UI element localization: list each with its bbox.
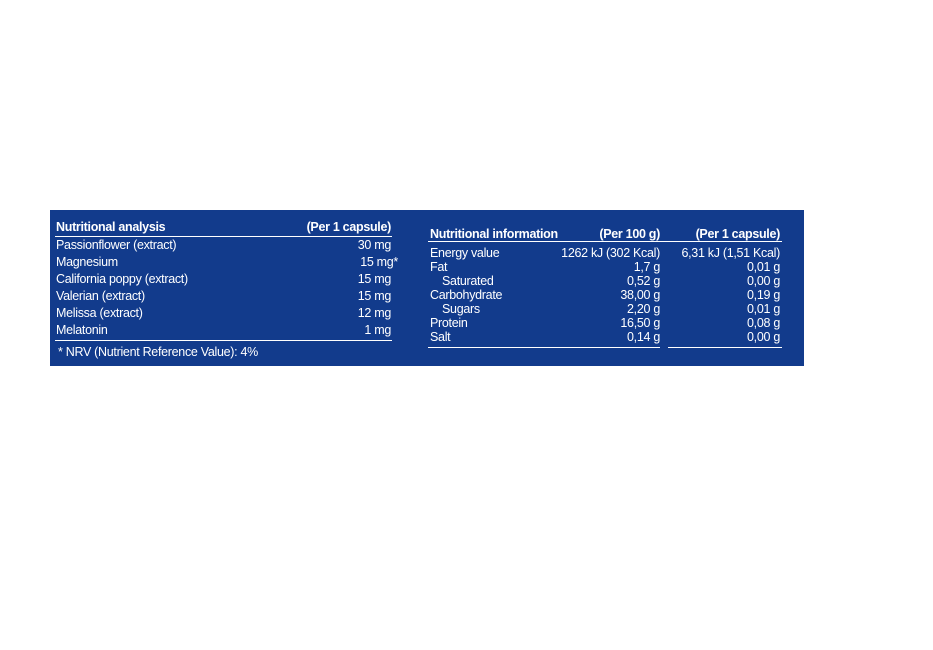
row-label: Melissa (extract)	[56, 306, 143, 320]
row-value: 30 mg	[357, 238, 392, 252]
row-value: 1 mg	[364, 323, 391, 337]
row-label: Magnesium	[56, 255, 118, 269]
row-label: Passionflower (extract)	[56, 238, 177, 252]
row-value: 16,50 g	[620, 316, 660, 330]
row-label: Melatonin	[56, 323, 108, 337]
row-value: 12 mg	[357, 306, 392, 320]
row-value: 0,19 g	[747, 288, 780, 302]
row-label: Fat	[430, 260, 448, 274]
row-value: 6,31 kJ (1,51 Kcal)	[681, 246, 780, 260]
row-label: Saturated	[442, 274, 494, 288]
rule	[55, 236, 392, 237]
row-label: Energy value	[430, 246, 500, 260]
rule	[668, 347, 782, 348]
row-value: 15 mg*	[360, 255, 398, 269]
rule	[55, 340, 392, 341]
row-value: 0,52 g	[627, 274, 660, 288]
row-label: Salt	[430, 330, 451, 344]
table-heading: Nutritional information	[430, 227, 558, 241]
row-value: 2,20 g	[627, 302, 660, 316]
row-value: 15 mg	[357, 289, 392, 303]
row-label: Carbohydrate	[430, 288, 503, 302]
column-heading: (Per 1 capsule)	[695, 227, 781, 241]
column-heading: (Per 1 capsule)	[306, 220, 392, 234]
row-value: 0,14 g	[627, 330, 660, 344]
row-value: 0,00 g	[747, 330, 780, 344]
footnote: * NRV (Nutrient Reference Value): 4%	[58, 345, 258, 359]
row-value: 0,08 g	[747, 316, 780, 330]
row-value: 0,01 g	[747, 260, 780, 274]
nutrition-panel: Nutritional analysis (Per 1 capsule) Passi…	[50, 210, 804, 366]
row-value: 1,7 g	[633, 260, 661, 274]
row-label: Valerian (extract)	[56, 289, 145, 303]
table-heading: Nutritional analysis	[56, 220, 166, 234]
row-label: Protein	[430, 316, 468, 330]
row-value: 15 mg	[357, 272, 392, 286]
row-label: Sugars	[442, 302, 480, 316]
rule	[428, 241, 782, 242]
row-value: 1262 kJ (302 Kcal)	[561, 246, 660, 260]
row-value: 0,01 g	[747, 302, 780, 316]
rule	[428, 347, 660, 348]
row-value: 0,00 g	[747, 274, 780, 288]
column-heading: (Per 100 g)	[599, 227, 660, 241]
row-label: California poppy (extract)	[56, 272, 188, 286]
row-value: 38,00 g	[620, 288, 660, 302]
